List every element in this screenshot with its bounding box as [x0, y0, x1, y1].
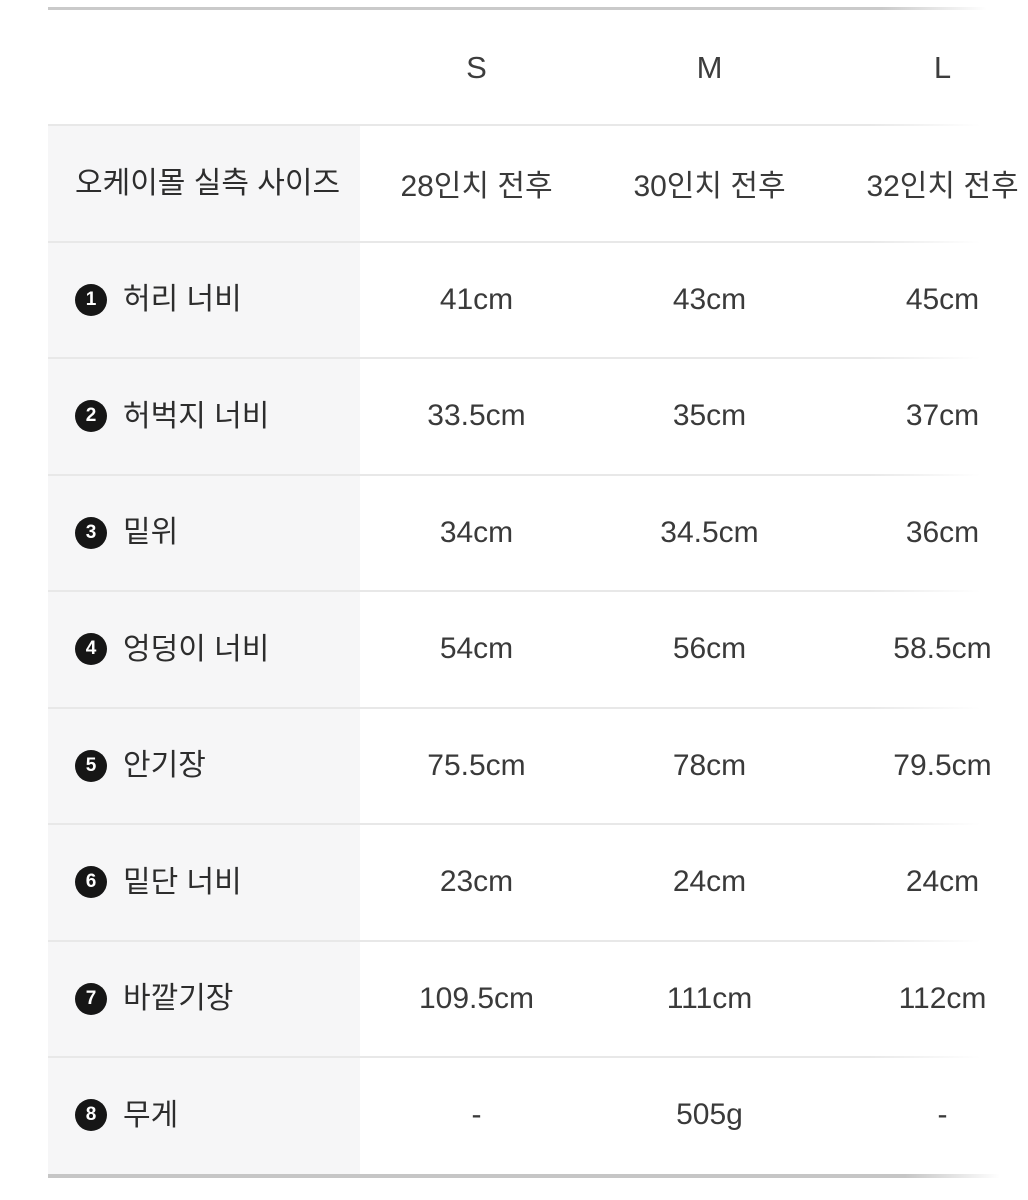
table-row: 4 엉덩이 너비 54cm 56cm 58.5cm — [48, 591, 1028, 708]
size-value-s: 109.5cm — [418, 981, 535, 1015]
size-value-s: 23cm — [439, 865, 514, 899]
row-label: 허리 너비 — [123, 283, 242, 317]
size-value-s: 28인치 전후 — [400, 170, 553, 204]
row-label: 밑위 — [123, 516, 179, 550]
row-label: 오케이몰 실측 사이즈 — [75, 166, 341, 200]
size-value-m: 111cm — [666, 981, 753, 1015]
size-value-m: 34.5cm — [660, 515, 759, 549]
table-row: 2 허벅지 너비 33.5cm 35cm 37cm — [48, 358, 1028, 475]
size-value-l: 79.5cm — [893, 748, 992, 782]
size-value-l: 58.5cm — [893, 632, 992, 666]
table-row: 3 밑위 34cm 34.5cm 36cm — [48, 474, 1028, 592]
row-label-cell: 6 밑단 너비 — [48, 824, 360, 941]
table-row: 7 바깥기장 109.5cm 111cm 112cm — [48, 940, 1028, 1058]
table-bottom-border — [48, 1173, 1000, 1178]
table-row: 오케이몰 실측 사이즈 28인치 전후 30인치 전후 32인치 전후 — [48, 125, 1028, 242]
row-label: 무게 — [123, 1098, 179, 1132]
row-label-cell: 오케이몰 실측 사이즈 — [48, 125, 360, 242]
size-value-l: 112cm — [898, 981, 987, 1015]
header-empty-cell — [48, 10, 360, 125]
row-label: 허벅지 너비 — [123, 399, 270, 433]
row-label-cell: 4 엉덩이 너비 — [48, 591, 360, 708]
size-value-s: 34cm — [439, 515, 514, 549]
size-value-s: - — [471, 1098, 482, 1132]
row-number-badge: 3 — [75, 516, 107, 549]
size-value-m: 505g — [676, 1098, 743, 1132]
table-top-border — [48, 7, 996, 10]
size-value-s: 75.5cm — [427, 748, 526, 782]
size-value-s: 33.5cm — [427, 399, 526, 433]
row-label: 밑단 너비 — [123, 865, 242, 899]
row-label: 바깥기장 — [123, 982, 234, 1016]
row-label-cell: 5 안기장 — [48, 707, 360, 824]
size-value-m: 43cm — [672, 282, 747, 316]
table-row: 1 허리 너비 41cm 43cm 45cm — [48, 241, 1028, 359]
row-label-cell: 2 허벅지 너비 — [48, 358, 360, 475]
table-row: 5 안기장 75.5cm 78cm 79.5cm — [48, 707, 1028, 825]
size-value-m: 35cm — [672, 399, 747, 433]
row-number-badge: 7 — [75, 982, 107, 1015]
size-value-l: 36cm — [905, 515, 980, 549]
row-number-badge: 4 — [75, 633, 107, 666]
size-value-s: 54cm — [439, 632, 514, 666]
table-row: 8 무게 - 505g - — [48, 1057, 1028, 1174]
table-row: 6 밑단 너비 23cm 24cm 24cm — [48, 824, 1028, 941]
row-label-cell: 1 허리 너비 — [48, 241, 360, 358]
row-number-badge: 1 — [75, 283, 107, 316]
row-label: 안기장 — [123, 749, 206, 783]
size-chart-table: S M L 오케이몰 실측 사이즈 28인치 전후 30인치 전후 32인치 전… — [48, 7, 1028, 1178]
size-value-l: 45cm — [905, 282, 980, 316]
row-label: 엉덩이 너비 — [123, 632, 270, 666]
size-value-m: 56cm — [672, 632, 747, 666]
size-header-row: S M L — [48, 10, 1028, 126]
size-value-l: 37cm — [905, 399, 980, 433]
size-value-l: 32인치 전후 — [866, 170, 1019, 204]
row-label-cell: 3 밑위 — [48, 474, 360, 591]
size-value-l: 24cm — [905, 865, 980, 899]
size-header-m: M — [696, 49, 723, 85]
row-label-cell: 7 바깥기장 — [48, 940, 360, 1057]
row-number-badge: 8 — [75, 1099, 107, 1132]
size-value-l: - — [937, 1098, 948, 1132]
size-value-s: 41cm — [439, 282, 514, 316]
row-number-badge: 5 — [75, 749, 107, 782]
size-header-l: L — [933, 49, 952, 85]
row-number-badge: 6 — [75, 866, 107, 899]
size-value-m: 24cm — [672, 865, 747, 899]
row-label-cell: 8 무게 — [48, 1057, 360, 1174]
row-number-badge: 2 — [75, 400, 107, 433]
size-value-m: 78cm — [672, 748, 747, 782]
size-value-m: 30인치 전후 — [633, 170, 786, 204]
size-header-s: S — [466, 49, 487, 85]
